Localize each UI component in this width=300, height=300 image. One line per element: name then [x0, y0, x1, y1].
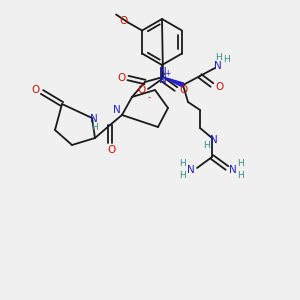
Text: O: O: [215, 82, 223, 92]
Text: H: H: [238, 158, 244, 167]
Text: H: H: [91, 122, 98, 131]
Text: H: H: [180, 158, 186, 167]
Polygon shape: [163, 77, 184, 87]
Text: H: H: [238, 172, 244, 181]
Text: N: N: [90, 114, 98, 124]
Text: N: N: [229, 165, 237, 175]
Text: H: H: [204, 142, 210, 151]
Text: H: H: [180, 172, 186, 181]
Text: O: O: [107, 145, 115, 155]
Text: N: N: [187, 165, 195, 175]
Text: H: H: [214, 53, 221, 62]
Text: O: O: [31, 85, 39, 95]
Text: O: O: [137, 85, 145, 95]
Text: N: N: [113, 105, 121, 115]
Text: N: N: [159, 67, 167, 77]
Text: O: O: [119, 16, 127, 26]
Text: O: O: [117, 73, 125, 83]
Text: N: N: [214, 61, 222, 71]
Text: N: N: [210, 135, 218, 145]
Text: +: +: [164, 70, 170, 79]
Text: -: -: [147, 94, 151, 103]
Text: N: N: [159, 75, 167, 85]
Text: H: H: [223, 56, 230, 64]
Text: O: O: [179, 85, 187, 95]
